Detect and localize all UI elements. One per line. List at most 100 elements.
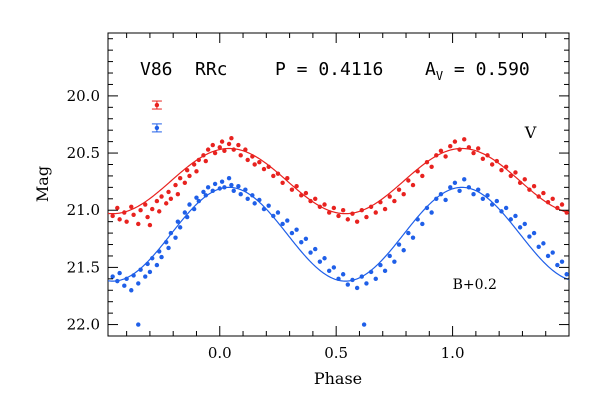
data-point-b bbox=[410, 235, 416, 240]
data-point-v bbox=[143, 202, 148, 207]
data-point-b bbox=[280, 221, 285, 227]
data-point-v bbox=[406, 178, 411, 183]
data-point-v bbox=[326, 210, 332, 215]
data-point-v bbox=[299, 193, 304, 198]
data-point-v bbox=[350, 211, 355, 216]
data-point-b bbox=[231, 188, 236, 193]
data-point-v bbox=[322, 202, 327, 207]
data-point-v bbox=[443, 154, 448, 159]
data-point-b bbox=[308, 250, 313, 255]
data-point-b bbox=[420, 221, 425, 227]
data-point-v bbox=[280, 180, 285, 185]
data-point-v bbox=[513, 170, 518, 175]
data-point-b bbox=[313, 246, 318, 252]
data-point-b bbox=[191, 206, 197, 212]
data-point-b bbox=[184, 214, 190, 220]
data-point-v bbox=[159, 194, 164, 199]
data-point-b bbox=[361, 322, 367, 327]
data-point-b bbox=[480, 196, 486, 201]
data-point-v bbox=[250, 154, 255, 159]
x-tick-label: 1.0 bbox=[441, 344, 465, 362]
data-point-v bbox=[429, 164, 434, 169]
data-point-v bbox=[531, 184, 537, 189]
data-point-v bbox=[231, 147, 236, 152]
data-point-v bbox=[257, 160, 262, 165]
data-point-v bbox=[196, 157, 201, 163]
data-point-v bbox=[336, 213, 341, 219]
data-point-v bbox=[166, 189, 171, 195]
data-point-b bbox=[212, 181, 218, 187]
title-period: P = 0.4116 bbox=[275, 59, 383, 80]
data-point-b bbox=[294, 227, 299, 232]
data-point-v bbox=[313, 196, 318, 201]
data-point-b bbox=[182, 210, 188, 215]
data-point-b bbox=[434, 196, 439, 201]
data-point-v bbox=[210, 142, 215, 148]
data-point-v bbox=[559, 202, 565, 207]
data-point-b bbox=[129, 288, 134, 293]
data-point-b bbox=[415, 217, 420, 222]
data-point-b bbox=[217, 186, 222, 191]
data-point-b bbox=[331, 265, 337, 270]
data-point-b bbox=[147, 269, 153, 275]
data-point-v bbox=[499, 168, 504, 173]
data-point-v bbox=[308, 198, 313, 204]
data-point-v bbox=[164, 201, 169, 206]
data-point-b bbox=[275, 210, 281, 215]
data-point-v bbox=[545, 200, 551, 205]
data-point-b bbox=[401, 248, 406, 253]
data-point-v bbox=[466, 145, 472, 150]
errorbar-point-v bbox=[154, 102, 160, 108]
data-point-v bbox=[131, 212, 136, 217]
data-point-b bbox=[194, 195, 199, 200]
y-tick-label: 20.0 bbox=[67, 87, 100, 105]
data-point-b bbox=[245, 196, 250, 201]
data-point-b bbox=[117, 270, 122, 276]
data-point-v bbox=[485, 153, 490, 158]
data-point-b bbox=[173, 235, 178, 240]
data-point-v bbox=[527, 187, 532, 192]
data-point-v bbox=[136, 221, 141, 227]
data-point-b bbox=[261, 206, 267, 212]
x-axis-ticks bbox=[126, 33, 547, 336]
data-point-b bbox=[345, 282, 351, 287]
data-point-b bbox=[350, 277, 355, 283]
data-point-b bbox=[159, 254, 164, 260]
data-point-v bbox=[317, 204, 323, 209]
data-point-v bbox=[303, 190, 309, 196]
data-point-v bbox=[238, 153, 243, 158]
data-point-b bbox=[226, 176, 232, 181]
x-tick-label: 0.0 bbox=[208, 344, 232, 362]
amplitude-value: = 0.590 bbox=[443, 59, 530, 80]
data-point-v bbox=[382, 206, 388, 212]
data-point-b bbox=[257, 197, 262, 203]
data-point-v bbox=[508, 173, 513, 179]
data-point-b bbox=[545, 253, 551, 259]
data-point-b bbox=[322, 256, 327, 261]
data-point-b bbox=[177, 225, 183, 230]
data-point-b bbox=[303, 236, 309, 242]
data-point-v bbox=[266, 164, 271, 169]
data-point-v bbox=[285, 176, 290, 181]
data-point-v bbox=[275, 171, 281, 176]
data-point-b bbox=[392, 259, 397, 264]
data-point-b bbox=[387, 253, 392, 259]
data-point-v bbox=[271, 173, 276, 179]
data-point-b bbox=[205, 185, 211, 190]
data-point-b bbox=[236, 184, 241, 189]
data-point-v bbox=[550, 196, 555, 201]
data-point-v bbox=[541, 190, 546, 196]
data-point-v bbox=[420, 173, 425, 179]
data-point-b bbox=[238, 192, 243, 197]
data-point-v bbox=[187, 173, 192, 179]
data-point-b bbox=[317, 259, 323, 264]
data-point-b bbox=[503, 205, 509, 211]
data-point-b bbox=[396, 242, 402, 247]
data-point-b bbox=[219, 179, 225, 184]
data-point-v bbox=[522, 177, 527, 182]
data-point-b bbox=[243, 187, 248, 192]
data-point-b bbox=[285, 218, 290, 223]
data-point-b bbox=[166, 245, 171, 251]
data-point-v bbox=[182, 180, 188, 185]
data-point-b bbox=[550, 250, 555, 255]
